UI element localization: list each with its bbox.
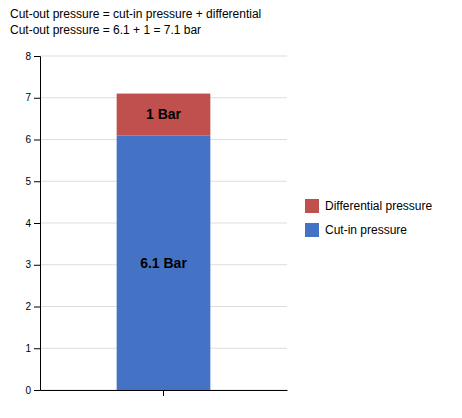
bar (117, 94, 211, 136)
y-tick: 1 (25, 343, 40, 354)
y-tick-label: 1 (25, 343, 31, 354)
y-tick-mark (34, 348, 40, 349)
y-tick-mark (34, 98, 40, 99)
y-tick: 4 (25, 218, 40, 229)
y-tick: 0 (25, 385, 40, 396)
grid (40, 56, 287, 390)
y-tick-mark (34, 390, 40, 391)
y-tick-mark (34, 56, 40, 57)
y-tick: 3 (25, 259, 40, 270)
data-labels: 6.1 Bar 1 Bar (140, 106, 187, 270)
y-tick-mark (34, 140, 40, 141)
x-tick-mark (163, 390, 164, 396)
annotation: Cut-out pressure = cut-in pressure + dif… (10, 7, 261, 21)
legend: Differential pressure Cut-in pressure (305, 199, 432, 237)
legend-label: Cut-in pressure (325, 223, 407, 237)
y-axis-line (34, 57, 41, 391)
data-label: 6.1 Bar (140, 255, 187, 271)
y-tick: 7 (25, 92, 40, 103)
y-tick-label: 4 (25, 218, 31, 229)
legend-swatch (305, 223, 319, 237)
y-tick-label: 6 (25, 134, 31, 145)
y-tick: 5 (25, 176, 40, 187)
y-tick-label: 5 (25, 176, 31, 187)
y-tick-mark (34, 223, 40, 224)
x-tick (163, 390, 164, 396)
y-axis: 0 1 2 3 4 5 6 7 8 (25, 51, 40, 396)
grid-line (40, 56, 287, 57)
plot: 0 1 2 3 4 5 6 7 8 6.1 Bar 1 Bar (25, 51, 287, 396)
y-tick-label: 0 (25, 385, 31, 396)
y-tick-mark (34, 265, 40, 266)
y-tick: 8 (25, 51, 40, 62)
y-tick-mark (34, 307, 40, 308)
y-tick-label: 7 (25, 92, 31, 103)
bar (117, 135, 211, 390)
legend-item: Differential pressure (305, 199, 432, 213)
legend-swatch (305, 199, 319, 213)
bars (117, 94, 211, 390)
legend-label: Differential pressure (325, 199, 432, 213)
y-tick-label: 2 (25, 301, 31, 312)
data-label: 1 Bar (146, 106, 182, 122)
annotation: Cut-out pressure = 6.1 + 1 = 7.1 bar (10, 23, 201, 37)
y-tick-mark (34, 181, 40, 182)
y-tick: 2 (25, 301, 40, 312)
x-axis (41, 390, 288, 396)
legend-item: Cut-in pressure (305, 223, 407, 237)
y-tick-label: 3 (25, 259, 31, 270)
y-tick: 6 (25, 134, 40, 145)
y-tick-label: 8 (25, 51, 31, 62)
chart: Cut-out pressure = cut-in pressure + dif… (0, 0, 462, 418)
